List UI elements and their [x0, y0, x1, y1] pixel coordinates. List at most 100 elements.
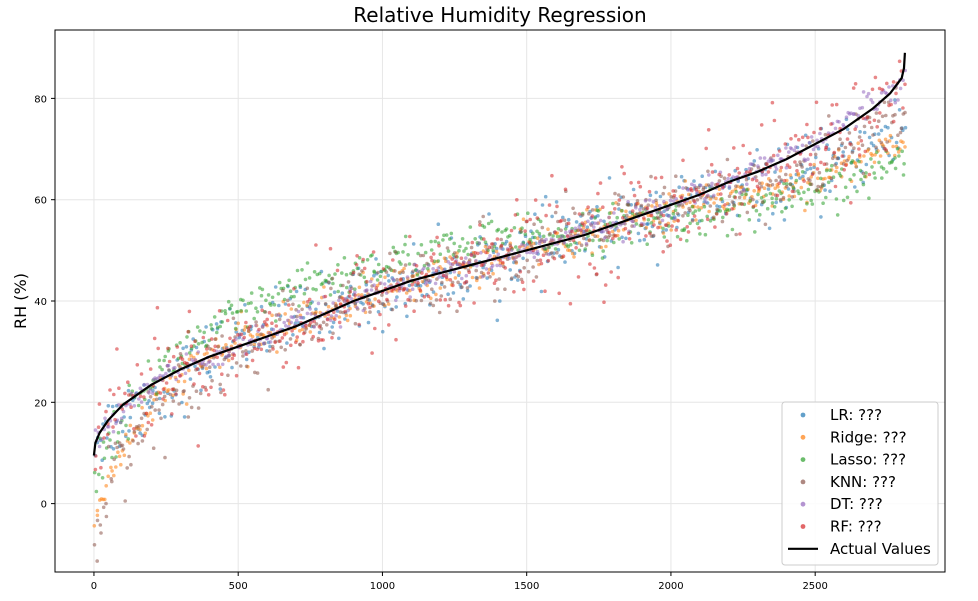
data-point: [754, 208, 759, 213]
data-point: [252, 346, 257, 351]
data-point: [714, 196, 718, 201]
data-point: [108, 438, 112, 442]
data-point: [859, 177, 863, 182]
data-point: [710, 181, 714, 186]
data-point: [95, 513, 100, 518]
data-point: [434, 269, 439, 273]
data-point: [323, 294, 328, 299]
data-point: [759, 123, 764, 127]
data-point: [218, 387, 223, 391]
data-point: [793, 133, 798, 138]
data-point: [304, 327, 308, 331]
data-point: [368, 305, 372, 310]
data-point: [122, 453, 127, 458]
data-point: [403, 263, 408, 267]
data-point: [311, 287, 315, 291]
data-point: [163, 415, 167, 419]
data-point: [635, 202, 639, 206]
data-point: [223, 392, 227, 397]
data-point: [223, 311, 228, 316]
data-point: [226, 358, 231, 363]
data-point: [697, 226, 701, 230]
data-point: [903, 82, 907, 87]
data-point: [181, 346, 185, 351]
data-point: [515, 198, 519, 202]
data-point: [441, 238, 445, 242]
data-point: [864, 162, 869, 167]
data-point: [288, 337, 293, 341]
data-point: [282, 320, 287, 325]
data-point: [135, 363, 140, 367]
data-point: [899, 126, 904, 131]
legend-marker: [800, 457, 806, 462]
data-point: [414, 298, 419, 303]
data-point: [221, 388, 226, 392]
data-point: [762, 156, 767, 160]
data-point: [794, 178, 799, 183]
data-point: [459, 256, 464, 261]
data-point: [234, 373, 239, 378]
data-point: [301, 339, 305, 344]
data-point: [329, 286, 333, 291]
data-point: [595, 221, 600, 226]
data-point: [161, 397, 165, 401]
data-point: [348, 289, 353, 294]
data-point: [484, 267, 489, 271]
data-point: [787, 194, 791, 198]
data-point: [893, 98, 897, 102]
data-point: [228, 306, 232, 311]
data-point: [314, 243, 318, 247]
data-point: [832, 150, 837, 155]
data-point: [878, 154, 883, 158]
data-point: [110, 479, 114, 484]
data-point: [150, 404, 154, 409]
data-point: [465, 288, 470, 293]
data-point: [734, 184, 738, 188]
data-point: [170, 387, 175, 392]
data-point: [460, 237, 465, 241]
data-point: [145, 382, 150, 387]
data-point: [209, 337, 214, 341]
data-point: [426, 294, 431, 299]
data-point: [126, 437, 131, 441]
data-point: [847, 131, 852, 135]
data-point: [342, 299, 347, 304]
data-point: [779, 191, 783, 196]
data-point: [438, 298, 443, 302]
data-point: [458, 303, 463, 308]
data-point: [291, 333, 295, 337]
data-point: [443, 297, 448, 302]
data-point: [254, 320, 258, 324]
data-point: [419, 243, 424, 247]
data-point: [551, 234, 555, 238]
data-point: [560, 234, 564, 239]
data-point: [399, 277, 403, 281]
data-point: [232, 338, 236, 343]
data-point: [822, 162, 827, 166]
data-point: [305, 311, 310, 316]
data-point: [671, 211, 676, 216]
data-point: [268, 340, 273, 344]
data-point: [429, 239, 433, 244]
data-point: [714, 212, 719, 216]
data-point: [900, 149, 904, 154]
data-point: [420, 271, 424, 275]
data-point: [457, 300, 461, 305]
data-point: [690, 204, 695, 209]
data-point: [338, 325, 343, 329]
data-point: [102, 456, 107, 461]
data-point: [173, 365, 177, 370]
data-point: [330, 335, 334, 340]
data-point: [869, 98, 873, 102]
data-point: [710, 184, 714, 189]
data-point: [302, 291, 307, 296]
data-point: [322, 346, 326, 351]
data-point: [147, 399, 151, 403]
data-point: [341, 283, 345, 288]
data-point: [117, 386, 121, 391]
legend-box: [781, 401, 939, 566]
data-point: [498, 258, 503, 263]
data-point: [495, 263, 499, 268]
data-point: [788, 182, 793, 186]
data-point: [483, 244, 488, 249]
